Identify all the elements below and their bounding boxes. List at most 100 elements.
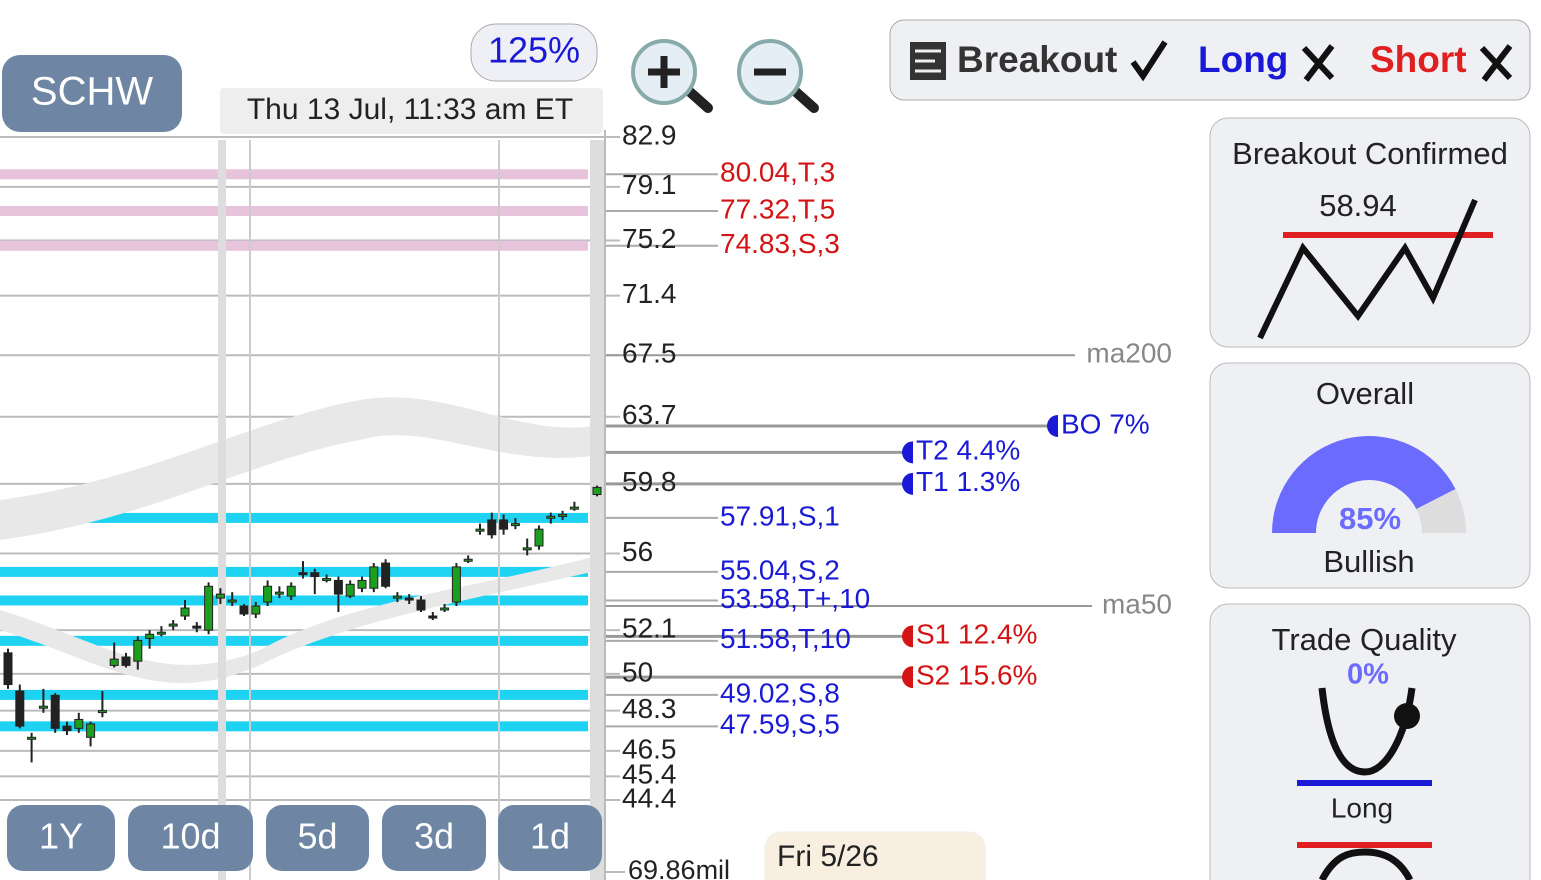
hover-date-box xyxy=(764,831,986,880)
zoom-pill[interactable] xyxy=(470,23,598,82)
target-label: T1 1.3% xyxy=(916,466,1020,497)
range-button[interactable] xyxy=(498,805,602,871)
candle-body xyxy=(499,519,509,530)
toolbar-short[interactable]: Short xyxy=(1370,39,1467,80)
candle-body xyxy=(487,519,497,536)
grid xyxy=(0,136,1092,801)
range-button[interactable] xyxy=(382,805,486,871)
hover-date: Fri 5/26 xyxy=(777,840,879,873)
range-label: 1d xyxy=(530,816,570,857)
target-label: S1 12.4% xyxy=(916,619,1037,650)
candle-body xyxy=(310,572,320,578)
quality-icon xyxy=(1318,848,1414,880)
candle-body xyxy=(558,513,568,517)
level-label: 74.83,S,3 xyxy=(720,228,840,259)
y-tick-label: 59.8 xyxy=(622,466,677,497)
timestamp: Thu 13 Jul, 11:33 am ET xyxy=(247,93,573,126)
card-title: Breakout Confirmed xyxy=(1232,136,1508,171)
toolbar xyxy=(889,19,1531,101)
candle-body xyxy=(322,577,332,581)
candle-body xyxy=(62,725,72,732)
candle-body xyxy=(3,652,13,686)
target-marker xyxy=(902,441,913,464)
y-tick-label: 52.1 xyxy=(622,613,677,644)
level-label: 47.59,S,5 xyxy=(720,709,840,740)
gauge-arc xyxy=(1416,488,1466,533)
y-tick-label: 67.5 xyxy=(622,338,677,369)
range-label: 3d xyxy=(414,816,454,857)
y-tick-label: 50 xyxy=(622,656,653,687)
level-band xyxy=(0,721,588,732)
ma-label: ma50 xyxy=(1102,588,1172,619)
range-button[interactable] xyxy=(7,805,115,871)
y-tick-label: 71.4 xyxy=(622,278,677,309)
candle-body xyxy=(510,523,520,527)
toolbar-long[interactable]: Long xyxy=(1198,39,1288,80)
candle-body xyxy=(369,566,379,589)
candle-body xyxy=(251,605,261,615)
candle-body xyxy=(50,694,60,729)
target-marker xyxy=(902,472,913,495)
target-marker xyxy=(902,625,913,648)
ticker: SCHW xyxy=(31,70,153,114)
check-icon xyxy=(1130,40,1168,82)
candle-body xyxy=(192,625,202,629)
target-label: T2 4.4% xyxy=(916,435,1020,466)
y-tick-label: 48.3 xyxy=(622,693,677,724)
candle-body xyxy=(569,506,579,510)
zoom-level: 125% xyxy=(488,30,580,71)
quality-dot xyxy=(1394,703,1420,729)
candle-body xyxy=(38,705,48,709)
level-label: 49.02,S,8 xyxy=(720,677,840,708)
breakout-price: 58.94 xyxy=(1319,188,1397,223)
candle-body xyxy=(227,599,237,603)
candle-body xyxy=(204,585,214,631)
ma-band xyxy=(0,397,600,540)
level-label: 80.04,T,3 xyxy=(720,157,835,188)
candle-body xyxy=(381,562,391,587)
candle-body xyxy=(109,658,119,666)
menu-icon[interactable] xyxy=(910,42,946,80)
range-buttons: 1Y 10d 5d 3d 1d xyxy=(7,805,602,871)
level-band xyxy=(0,205,588,216)
y-tick-label: 63.7 xyxy=(622,399,677,430)
overall-score: 85% xyxy=(1339,501,1401,536)
candle-body xyxy=(274,591,284,595)
candle-body xyxy=(522,547,532,551)
candle-body xyxy=(333,579,343,595)
y-tick-label: 75.2 xyxy=(622,223,677,254)
ma-label: ma200 xyxy=(1086,338,1172,369)
card xyxy=(1209,603,1531,880)
y-tick-label: 44.4 xyxy=(622,782,677,813)
candle-body xyxy=(416,599,426,611)
zoom-out[interactable] xyxy=(737,39,819,113)
candle-body xyxy=(27,736,37,740)
candle-body xyxy=(345,583,355,597)
quality-icon xyxy=(1318,687,1416,776)
candle-body xyxy=(592,486,602,496)
level-label: 77.32,T,5 xyxy=(720,193,835,224)
level-band xyxy=(0,512,588,523)
plot: 82.9 79.1 75.2 71.4 67.5 63.7 59.8 56 52.1 50 48.3… xyxy=(3,119,1172,813)
zoom-in[interactable] xyxy=(631,39,713,113)
candle-body xyxy=(534,528,544,547)
range-button[interactable] xyxy=(266,805,369,871)
range-button[interactable] xyxy=(128,805,253,871)
candle-body xyxy=(133,639,143,662)
ticker-button[interactable] xyxy=(2,55,182,132)
card-title: Trade Quality xyxy=(1272,622,1457,657)
y-tick-label: 79.1 xyxy=(622,169,677,200)
candle-body xyxy=(298,572,308,576)
candle-body xyxy=(357,579,367,589)
target-marker xyxy=(902,666,913,689)
breakout-icon xyxy=(1257,198,1478,340)
level-band xyxy=(0,169,588,180)
gauge xyxy=(1272,435,1466,533)
cross-icon xyxy=(1479,44,1513,82)
toolbar-breakout[interactable]: Breakout xyxy=(957,39,1117,80)
gauge-arc xyxy=(1272,435,1456,533)
target-label: BO 7% xyxy=(1061,408,1150,439)
cross-icon xyxy=(1301,44,1335,82)
